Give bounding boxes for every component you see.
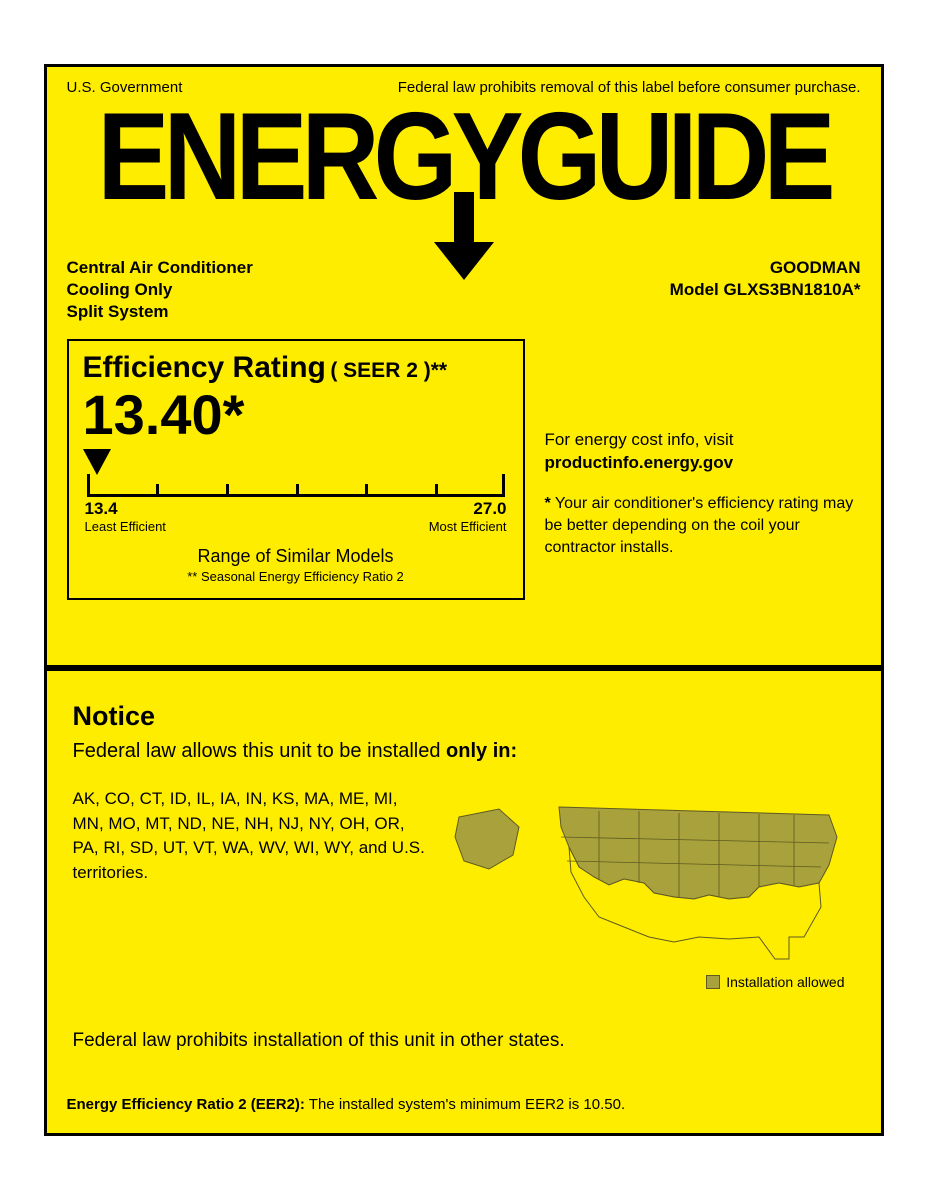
bottom-section: Notice Federal law allows this unit to b…	[47, 671, 881, 1127]
scale-max-label: Most Efficient	[429, 519, 507, 534]
side-info: For energy cost info, visit productinfo.…	[545, 339, 861, 600]
cost-info-link: productinfo.energy.gov	[545, 452, 861, 475]
arrow-down-icon	[429, 192, 499, 282]
scale-pointer-icon	[83, 449, 111, 475]
efficiency-subtitle: ( SEER 2 )**	[330, 359, 447, 382]
efficiency-value: 13.40*	[83, 387, 509, 443]
model: Model GLXS3BN1810A*	[670, 279, 861, 301]
usa-map-icon	[449, 787, 849, 977]
mid-row: Efficiency Rating ( SEER 2 )** 13.40*	[67, 339, 861, 600]
range-subtitle: ** Seasonal Energy Efficiency Ratio 2	[83, 569, 509, 584]
usa-map: Installation allowed	[449, 787, 855, 982]
range-title: Range of Similar Models	[83, 546, 509, 567]
product-type: Central Air Conditioner Cooling Only Spl…	[67, 257, 253, 323]
notice-bold: only in:	[446, 740, 517, 762]
legend-text: Installation allowed	[726, 974, 844, 990]
product-type-1: Central Air Conditioner	[67, 257, 253, 279]
efficiency-title-row: Efficiency Rating ( SEER 2 )**	[83, 351, 509, 385]
cost-info-line: For energy cost info, visit	[545, 429, 861, 452]
scale-min-label: Least Efficient	[85, 519, 166, 534]
notice-prefix: Federal law allows this unit to be insta…	[73, 740, 447, 762]
scale-value-labels: 13.4 27.0	[85, 499, 507, 519]
product-type-3: Split System	[67, 301, 253, 323]
eer-line: Energy Efficiency Ratio 2 (EER2): The in…	[67, 1096, 626, 1113]
top-section: U.S. Government Federal law prohibits re…	[47, 67, 881, 671]
scale: 13.4 27.0 Least Efficient Most Efficient	[83, 449, 509, 534]
efficiency-box: Efficiency Rating ( SEER 2 )** 13.40*	[67, 339, 525, 600]
eer-label: Energy Efficiency Ratio 2 (EER2):	[67, 1096, 305, 1113]
notice-title: Notice	[73, 701, 855, 732]
scale-min-value: 13.4	[85, 499, 118, 519]
states-row: AK, CO, CT, ID, IL, IA, IN, KS, MA, ME, …	[73, 787, 855, 982]
prohibit-line: Federal law prohibits installation of th…	[73, 1030, 855, 1052]
efficiency-note: * Your air conditioner's efficiency rati…	[545, 493, 861, 558]
product-brand-model: GOODMAN Model GLXS3BN1810A*	[670, 257, 861, 323]
scale-max-value: 27.0	[473, 499, 506, 519]
efficiency-title: Efficiency Rating	[83, 351, 326, 384]
states-list: AK, CO, CT, ID, IL, IA, IN, KS, MA, ME, …	[73, 787, 433, 886]
brand: GOODMAN	[670, 257, 861, 279]
legend-square-icon	[706, 975, 720, 989]
efficiency-note-text: Your air conditioner's efficiency rating…	[545, 495, 854, 555]
eer-text: The installed system's minimum EER2 is 1…	[305, 1096, 625, 1113]
asterisk: *	[545, 495, 551, 512]
energy-guide-label: U.S. Government Federal law prohibits re…	[44, 64, 884, 1136]
notice-line: Federal law allows this unit to be insta…	[73, 740, 855, 763]
scale-line	[87, 475, 505, 497]
map-legend: Installation allowed	[706, 974, 844, 990]
logo-wrap: ENERGYGUIDE	[67, 100, 861, 197]
product-type-2: Cooling Only	[67, 279, 253, 301]
scale-text-labels: Least Efficient Most Efficient	[85, 519, 507, 534]
